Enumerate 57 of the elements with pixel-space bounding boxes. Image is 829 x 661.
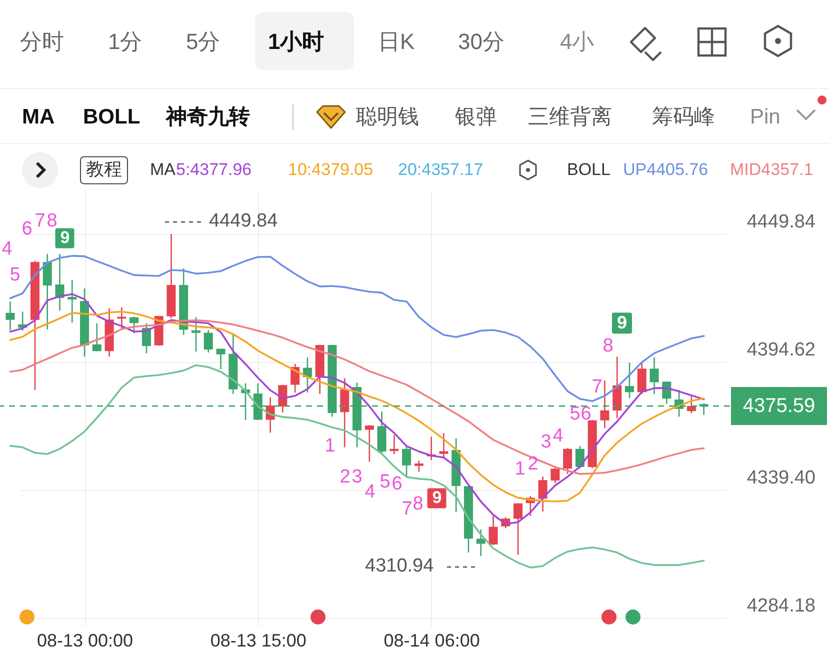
text: MA [150, 160, 176, 180]
text: 筹码峰 [652, 104, 715, 130]
annotation: 5 [570, 404, 580, 426]
text: MID4357.1 [730, 160, 814, 180]
annotation: 2 [528, 454, 538, 476]
annotation: 9 [427, 488, 447, 508]
y-tick-label: 4449.84 [746, 211, 816, 232]
text: 5分 [186, 28, 220, 56]
text: MA [22, 104, 55, 130]
annotation: 3 [352, 466, 362, 490]
text: 10:4379.05 [288, 160, 374, 180]
annotation: 7 [402, 498, 412, 522]
text: 神奇九转 [166, 104, 250, 130]
annotation: 8 [412, 494, 424, 516]
x-tick-label: 08-13 00:00 [36, 630, 134, 650]
annotation: 6 [580, 404, 592, 426]
text: 聪明钱 [356, 104, 419, 130]
annotation: 4 [364, 482, 376, 504]
annotation: 6 [392, 474, 402, 496]
annotation: 9 [612, 312, 632, 334]
annotation: 8 [602, 336, 614, 358]
annotation: 4449.84 [209, 210, 278, 234]
text: 三维背离 [528, 104, 612, 130]
annotation: 1 [324, 436, 336, 458]
annotation: 5 [380, 472, 390, 494]
text: 20:4357.17 [398, 160, 484, 180]
text: 4小 [560, 28, 594, 56]
annotation: 9 [60, 228, 70, 248]
annotation: 4310.94 [365, 556, 434, 578]
text: Pin [750, 104, 780, 130]
x-tick-label: 08-13 15:00 [210, 630, 306, 650]
text: 日K [378, 28, 415, 56]
annotation: 2 [340, 466, 350, 490]
text: 5:4377.96 [176, 160, 252, 180]
annotation: 7 [592, 376, 602, 400]
y-tick-label: 4394.62 [746, 339, 816, 360]
text: 分时 [20, 28, 64, 56]
annotation: 6 [22, 218, 32, 242]
text: 4 [2, 238, 12, 262]
text: 银弹 [455, 104, 497, 130]
text: 1小时 [268, 28, 324, 56]
annotation: 3 [540, 432, 552, 454]
y-tick-label: 4339.40 [746, 467, 816, 488]
annotation: 8 [46, 210, 58, 234]
text: 5 [10, 264, 20, 288]
ref-line-label: 4375.59 [742, 395, 816, 418]
text: BOLL [567, 160, 610, 180]
annotation: 1 [514, 458, 526, 482]
text: BOLL [83, 104, 140, 130]
x-tick-label: 08-14 06:00 [384, 630, 480, 650]
text: UP4405.76 [623, 160, 708, 180]
annotation: 7 [34, 210, 46, 234]
text: 1分 [108, 28, 142, 56]
y-tick-label: 4284.18 [746, 595, 816, 616]
text: 教程 [80, 156, 128, 184]
annotation: 4 [552, 426, 564, 448]
text: 30分 [458, 28, 504, 56]
